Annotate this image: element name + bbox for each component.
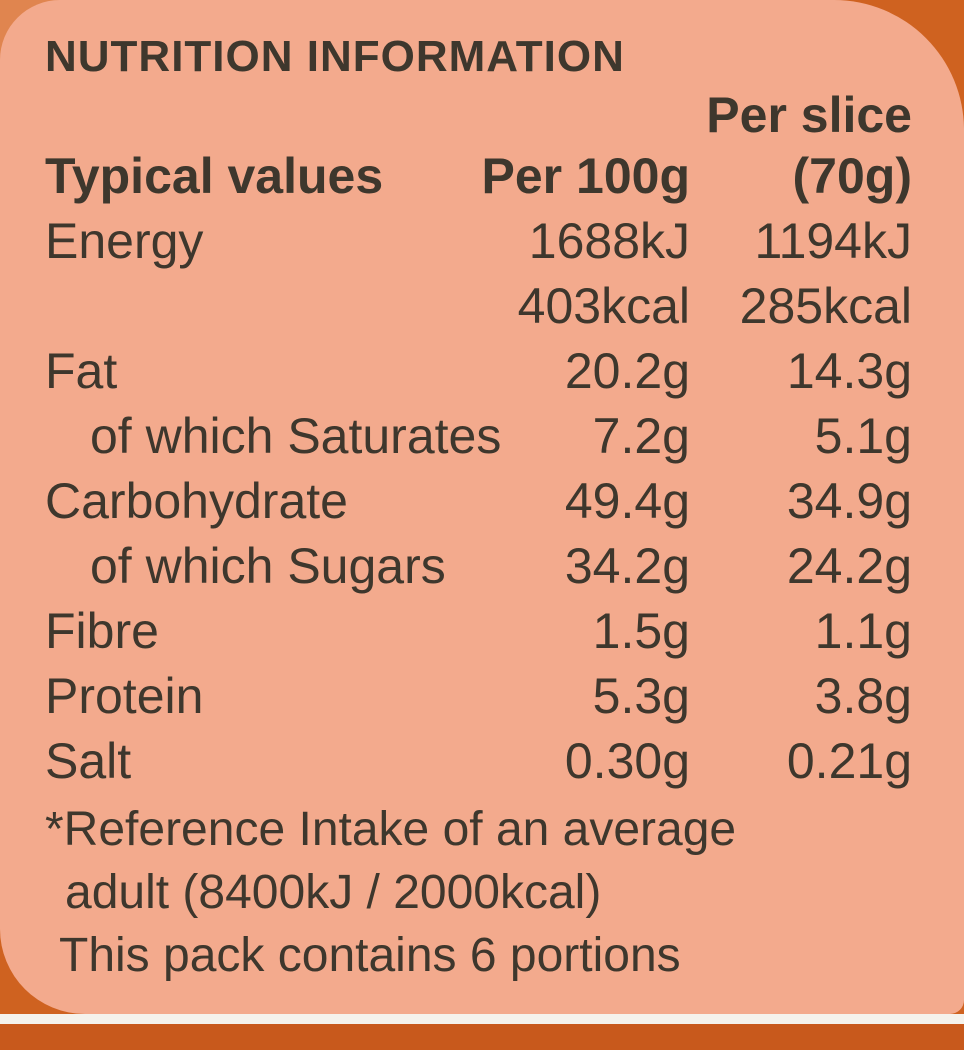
reference-intake-footnote: *Reference Intake of an average adult (8… xyxy=(45,798,912,987)
nutrition-label: NUTRITION INFORMATION Per slice Typical … xyxy=(0,0,964,1014)
nutrient-name: Fibre xyxy=(45,603,159,659)
per-100g-value: 1688kJ xyxy=(528,213,690,269)
table-row-energy-kcal: 403kcal 285kcal xyxy=(45,274,912,339)
nutrient-name: Salt xyxy=(45,733,132,789)
per-slice-weight-header: (70g) xyxy=(792,148,912,204)
package-edge-white-strip xyxy=(0,1014,964,1024)
table-header-row-top: Per slice xyxy=(45,86,912,144)
package-edge-orange-band xyxy=(0,1024,964,1050)
table-row-saturates: of which Saturates 7.2g 5.1g xyxy=(45,404,912,469)
nutrient-name: Energy xyxy=(45,213,204,269)
per-100g-value: 7.2g xyxy=(592,408,690,464)
table-row-salt: Salt 0.30g 0.21g xyxy=(45,729,912,794)
nutrient-name: Protein xyxy=(45,668,204,724)
nutrient-name: of which Saturates xyxy=(90,408,502,464)
table-row-carbohydrate: Carbohydrate 49.4g 34.9g xyxy=(45,469,912,534)
nutrient-name: Carbohydrate xyxy=(45,473,348,529)
per-slice-value: 5.1g xyxy=(814,408,912,464)
per-100g-value: 5.3g xyxy=(592,668,690,724)
per-slice-value: 34.9g xyxy=(786,473,912,529)
footnote-line: adult (8400kJ / 2000kcal) xyxy=(65,866,602,919)
per-100g-value: 1.5g xyxy=(592,603,690,659)
nutrient-name: Fat xyxy=(45,343,118,399)
per-slice-value: 1194kJ xyxy=(754,213,912,269)
per-slice-value: 285kcal xyxy=(739,278,912,334)
typical-values-header: Typical values xyxy=(45,148,384,204)
per-100g-value: 49.4g xyxy=(564,473,690,529)
per-slice-value: 14.3g xyxy=(786,343,912,399)
nutrition-title: NUTRITION INFORMATION xyxy=(45,32,625,81)
per-100g-header: Per 100g xyxy=(481,148,690,204)
per-100g-value: 34.2g xyxy=(564,538,690,594)
per-slice-value: 0.21g xyxy=(786,733,912,789)
footnote-line: *Reference Intake of an average xyxy=(45,803,737,856)
nutrition-table: Per slice Typical values Per 100g (70g) … xyxy=(45,86,912,794)
per-slice-header: Per slice xyxy=(706,87,912,143)
portions-note: This pack contains 6 portions xyxy=(59,929,681,982)
per-100g-value: 0.30g xyxy=(564,733,690,789)
per-slice-value: 1.1g xyxy=(814,603,912,659)
nutrient-name: of which Sugars xyxy=(90,538,446,594)
per-100g-value: 403kcal xyxy=(517,278,690,334)
table-row-sugars: of which Sugars 34.2g 24.2g xyxy=(45,534,912,599)
per-slice-value: 3.8g xyxy=(814,668,912,724)
table-row-fat: Fat 20.2g 14.3g xyxy=(45,339,912,404)
table-row-energy: Energy 1688kJ 1194kJ xyxy=(45,209,912,274)
per-100g-value: 20.2g xyxy=(564,343,690,399)
per-slice-value: 24.2g xyxy=(786,538,912,594)
table-header-row: Typical values Per 100g (70g) xyxy=(45,144,912,209)
table-row-fibre: Fibre 1.5g 1.1g xyxy=(45,599,912,664)
table-row-protein: Protein 5.3g 3.8g xyxy=(45,664,912,729)
